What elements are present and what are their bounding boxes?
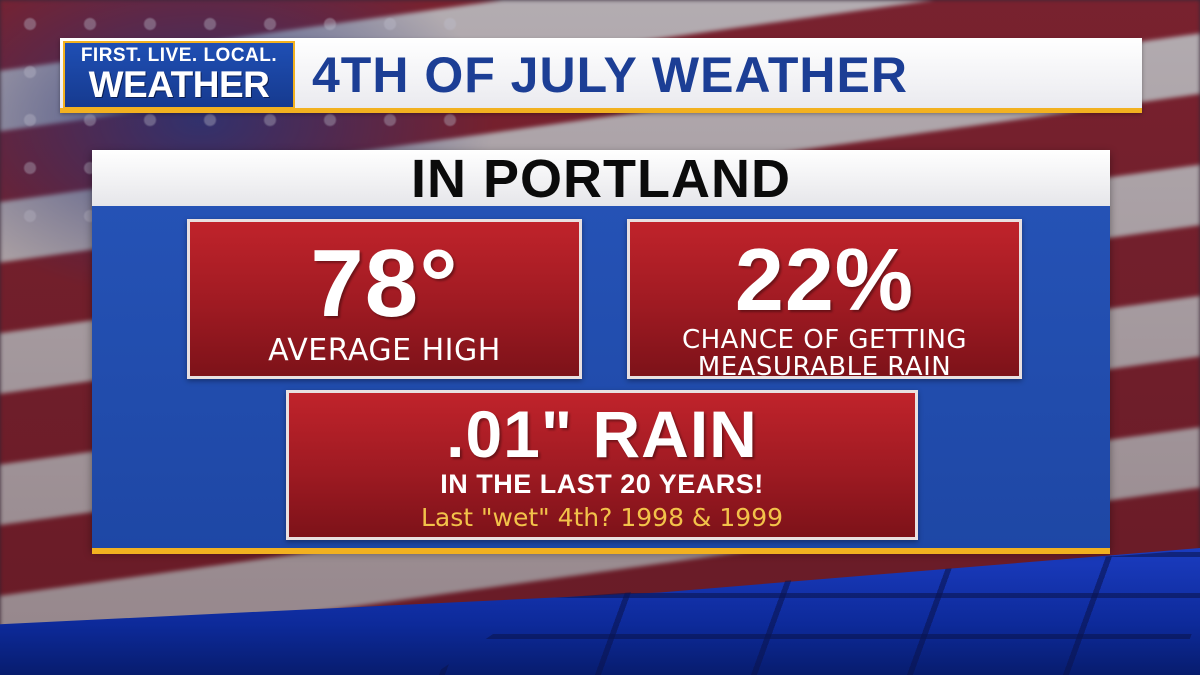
logo-name: WEATHER: [88, 64, 270, 105]
rain-chance-label-line2: MEASURABLE RAIN: [697, 352, 952, 382]
rain-total-period: IN THE LAST 20 YEARS!: [440, 469, 764, 499]
panel-accent-stripe: [92, 548, 1110, 554]
average-high-label: AVERAGE HIGH: [268, 333, 501, 368]
logo-tagline: FIRST. LIVE. LOCAL.: [80, 45, 278, 66]
station-logo: FIRST. LIVE. LOCAL. WEATHER: [63, 41, 295, 109]
panel-header: [92, 150, 1110, 206]
rain-chance-label-line1: CHANCE OF GETTING: [681, 325, 968, 355]
rain-chance-box: 22% CHANCE OF GETTING MEASURABLE RAIN: [627, 219, 1022, 382]
rain-total-value: .01" RAIN: [446, 397, 758, 471]
rain-chance-value: 22%: [734, 230, 915, 329]
page-title: 4TH OF JULY WEATHER: [312, 47, 908, 103]
last-wet-fourth-note: Last "wet" 4th? 1998 & 1999: [421, 503, 783, 532]
average-high-value: 78°: [310, 230, 459, 337]
rain-total-box: .01" RAIN IN THE LAST 20 YEARS! Last "we…: [286, 390, 918, 540]
header-accent-stripe: [60, 108, 1142, 113]
average-high-box: 78° AVERAGE HIGH: [187, 219, 582, 379]
panel-title: IN PORTLAND: [411, 149, 791, 209]
